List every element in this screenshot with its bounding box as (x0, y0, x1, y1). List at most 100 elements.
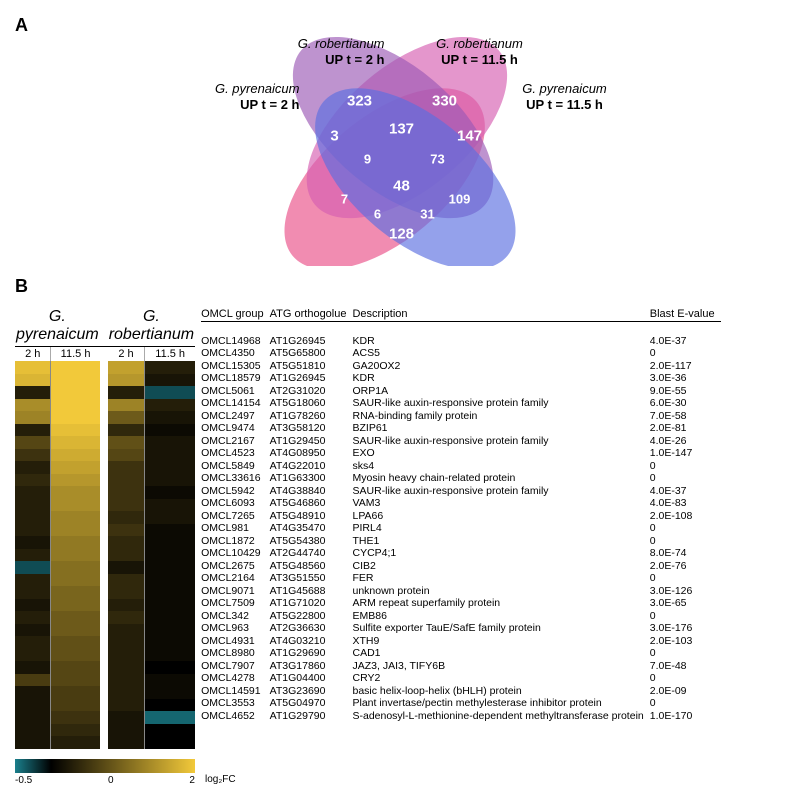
heatmap-cell (15, 411, 51, 424)
cell-omcl: OMCL1872 (201, 535, 270, 548)
heatmap-cell (51, 736, 100, 749)
venn-set-label-3: G. pyrenaicum UP t = 11.5 h (505, 81, 625, 112)
venn-n-bc: 137 (389, 121, 414, 138)
venn-set-label-0: G. pyrenaicum UP t = 2 h (180, 81, 300, 112)
heatmap-cell (15, 599, 51, 612)
table-row: OMCL981AT4G35470PIRL40 (201, 522, 720, 535)
heatmap-cell (145, 461, 195, 474)
cell-omcl: OMCL4652 (201, 710, 270, 723)
heatmap-cell (51, 361, 100, 374)
cell-ev: 0 (650, 572, 721, 585)
cell-desc: CRY2 (352, 672, 649, 685)
cell-atg: AT1G26945 (270, 372, 353, 385)
cell-omcl: OMCL981 (201, 522, 270, 535)
cell-ev: 4.0E-26 (650, 435, 721, 448)
cell-desc: JAZ3, JAI3, TIFY6B (352, 660, 649, 673)
cell-omcl: OMCL9474 (201, 422, 270, 435)
cell-ev: 0 (650, 472, 721, 485)
cell-omcl: OMCL14591 (201, 685, 270, 698)
cell-desc: KDR (352, 372, 649, 385)
cell-desc: ORP1A (352, 385, 649, 398)
heatmap-cell (15, 474, 51, 487)
cell-atg: AT5G51810 (270, 360, 353, 373)
heatmap-cell (108, 561, 145, 574)
heatmap-cell (145, 661, 195, 674)
heatmap-row (15, 361, 195, 374)
heatmap-cell (145, 699, 195, 712)
cell-desc: Sulfite exporter TauE/SafE family protei… (352, 622, 649, 635)
cell-omcl: OMCL7265 (201, 510, 270, 523)
table-row: OMCL342AT5G22800EMB860 (201, 610, 720, 623)
cell-omcl: OMCL342 (201, 610, 270, 623)
heatmap-cell (145, 511, 195, 524)
cell-ev: 1.0E-147 (650, 447, 721, 460)
cell-atg: AT3G23690 (270, 685, 353, 698)
cell-atg: AT1G26945 (270, 335, 353, 348)
cell-omcl: OMCL4931 (201, 635, 270, 648)
cell-ev: 9.0E-55 (650, 385, 721, 398)
heatmap-row (15, 449, 195, 462)
cell-omcl: OMCL18579 (201, 372, 270, 385)
heatmap-cell (51, 449, 100, 462)
heatmap-row (15, 636, 195, 649)
cell-desc: BZIP61 (352, 422, 649, 435)
venn-diagram: G. pyrenaicum UP t = 2 h G. robertianum … (150, 36, 650, 266)
heatmap-cell (108, 736, 145, 749)
heatmap-cell (51, 636, 100, 649)
heatmap-cell (145, 549, 195, 562)
cell-atg: AT2G31020 (270, 385, 353, 398)
heatmap-cell (108, 686, 145, 699)
heatmap-cell (51, 386, 100, 399)
heatmap-row (15, 599, 195, 612)
cell-ev: 2.0E-81 (650, 422, 721, 435)
heatmap-cell (108, 611, 145, 624)
cell-omcl: OMCL2167 (201, 435, 270, 448)
cell-desc: LPA66 (352, 510, 649, 523)
heatmap-row (15, 674, 195, 687)
table-row: OMCL3553AT5G04970Plant invertase/pectin … (201, 697, 720, 710)
heatmap-cell (145, 536, 195, 549)
cell-atg: AT2G36630 (270, 622, 353, 635)
venn-n-abcd: 48 (393, 178, 410, 195)
heatmap-cell (108, 711, 145, 724)
heatmap-cell (15, 511, 51, 524)
heatmap-cell (15, 611, 51, 624)
heatmap-row (15, 724, 195, 737)
table-row: OMCL2167AT1G29450SAUR-like auxin-respons… (201, 435, 720, 448)
heatmap-row (15, 736, 195, 749)
cb-min: -0.5 (15, 775, 32, 786)
heatmap-cell (51, 436, 100, 449)
heatmap-cell (15, 449, 51, 462)
heatmap-row (15, 486, 195, 499)
heatmap-cell (51, 574, 100, 587)
cell-desc: PIRL4 (352, 522, 649, 535)
cell-atg: AT4G35470 (270, 522, 353, 535)
cell-omcl: OMCL2497 (201, 410, 270, 423)
cell-desc: EMB86 (352, 610, 649, 623)
venn-n-abc: 9 (364, 152, 371, 167)
cell-ev: 8.0E-74 (650, 547, 721, 560)
cell-atg: AT1G63300 (270, 472, 353, 485)
cb-mid: 0 (108, 775, 114, 786)
heatmap-cell (15, 561, 51, 574)
heatmap-cell (108, 486, 145, 499)
heatmap-cell (108, 424, 145, 437)
table-row: OMCL7265AT5G48910LPA662.0E-108 (201, 510, 720, 523)
table-row: OMCL2164AT3G51550FER0 (201, 572, 720, 585)
cell-desc: KDR (352, 335, 649, 348)
col-desc: Description (352, 307, 649, 322)
cell-omcl: OMCL4278 (201, 672, 270, 685)
cell-omcl: OMCL15305 (201, 360, 270, 373)
heatmap-cell (51, 511, 100, 524)
hm-t-0: 2 h (15, 347, 51, 362)
cell-ev: 2.0E-76 (650, 560, 721, 573)
cell-desc: SAUR-like auxin-responsive protein famil… (352, 397, 649, 410)
heatmap-row (15, 549, 195, 562)
heatmap-cell (145, 424, 195, 437)
cell-ev: 2.0E-09 (650, 685, 721, 698)
cell-atg: AT1G29790 (270, 710, 353, 723)
heatmap-cell (15, 361, 51, 374)
heatmap-cell (51, 661, 100, 674)
cell-desc: SAUR-like auxin-responsive protein famil… (352, 435, 649, 448)
table-row: OMCL5061AT2G31020ORP1A9.0E-55 (201, 385, 720, 398)
